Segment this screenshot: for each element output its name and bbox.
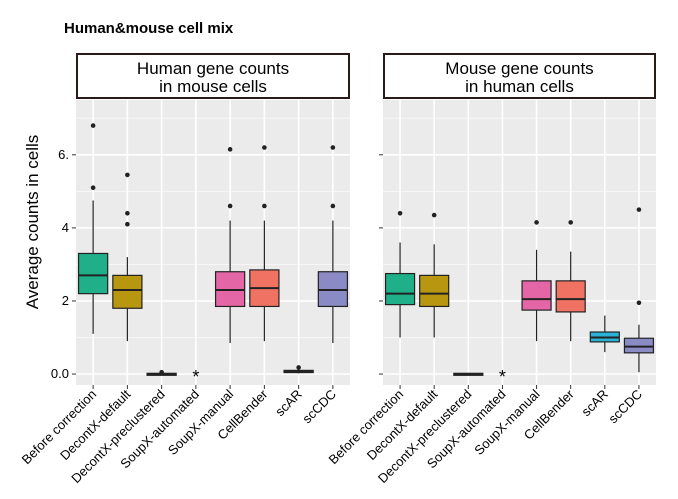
outlier-point: [397, 210, 403, 216]
outlier-point: [125, 210, 130, 216]
box-iqr: [623, 337, 655, 354]
box-iqr: [112, 274, 143, 309]
box-iqr: [384, 272, 416, 306]
box-decontx-default: [112, 172, 143, 342]
outlier-point: [90, 123, 96, 128]
box-sccdc: [317, 145, 349, 343]
outlier-point: [262, 145, 267, 150]
panel-title-line2: in human cells: [465, 77, 574, 96]
outlier-point: [636, 300, 642, 306]
panel-strip: [383, 53, 656, 99]
box-scar: [589, 315, 620, 353]
outlier-point: [330, 203, 336, 209]
box-cellbender: [555, 220, 586, 342]
outlier-point: [125, 172, 130, 178]
box-iqr: [555, 280, 586, 313]
x-tick-label: scCDC: [605, 387, 645, 427]
box-before-correction: [77, 123, 109, 334]
outlier-point: [330, 145, 336, 150]
panel-title-line1: Human gene counts: [137, 59, 289, 78]
outlier-point: [159, 369, 164, 375]
panel-strip: [76, 53, 350, 99]
y-axis-title: Average counts in cells: [23, 135, 42, 310]
y-tick-label: 6.: [58, 147, 69, 162]
y-tick-label: 2: [62, 293, 69, 308]
outlier-point: [227, 203, 233, 209]
box-before-correction: [384, 210, 416, 338]
outlier-point: [568, 220, 573, 225]
plot-background: [76, 100, 350, 385]
box-iqr: [419, 274, 450, 308]
y-tick-label: 4: [62, 220, 69, 235]
box-soupx-automated: *: [499, 367, 506, 387]
missing-data-marker: *: [499, 367, 506, 387]
box-soupx-manual: [521, 220, 552, 342]
box-iqr: [521, 280, 552, 311]
box-soupx-manual: [214, 147, 246, 343]
box-decontx-preclustered: [453, 372, 484, 376]
box-soupx-automated: *: [192, 367, 199, 387]
box-cellbender: [249, 145, 280, 342]
outlier-point: [262, 203, 267, 209]
box-decontx-preclustered: [146, 369, 177, 376]
outlier-point: [431, 212, 437, 218]
y-tick-label: 0.0: [51, 366, 69, 381]
figure-title: Human&mouse cell mix: [64, 20, 234, 37]
outlier-point: [296, 365, 301, 370]
box-scar: [283, 365, 314, 374]
box-sccdc: [623, 207, 655, 373]
outlier-point: [125, 221, 130, 227]
outlier-point: [227, 147, 233, 152]
box-iqr: [77, 252, 109, 295]
missing-data-marker: *: [192, 367, 199, 387]
box-decontx-default: [419, 212, 450, 338]
outlier-point: [534, 220, 539, 225]
x-tick-label: scCDC: [299, 387, 339, 427]
outlier-point: [636, 207, 642, 212]
panel-title-line1: Mouse gene counts: [445, 59, 593, 78]
outlier-point: [90, 185, 96, 190]
panel-title-line2: in mouse cells: [159, 77, 267, 96]
